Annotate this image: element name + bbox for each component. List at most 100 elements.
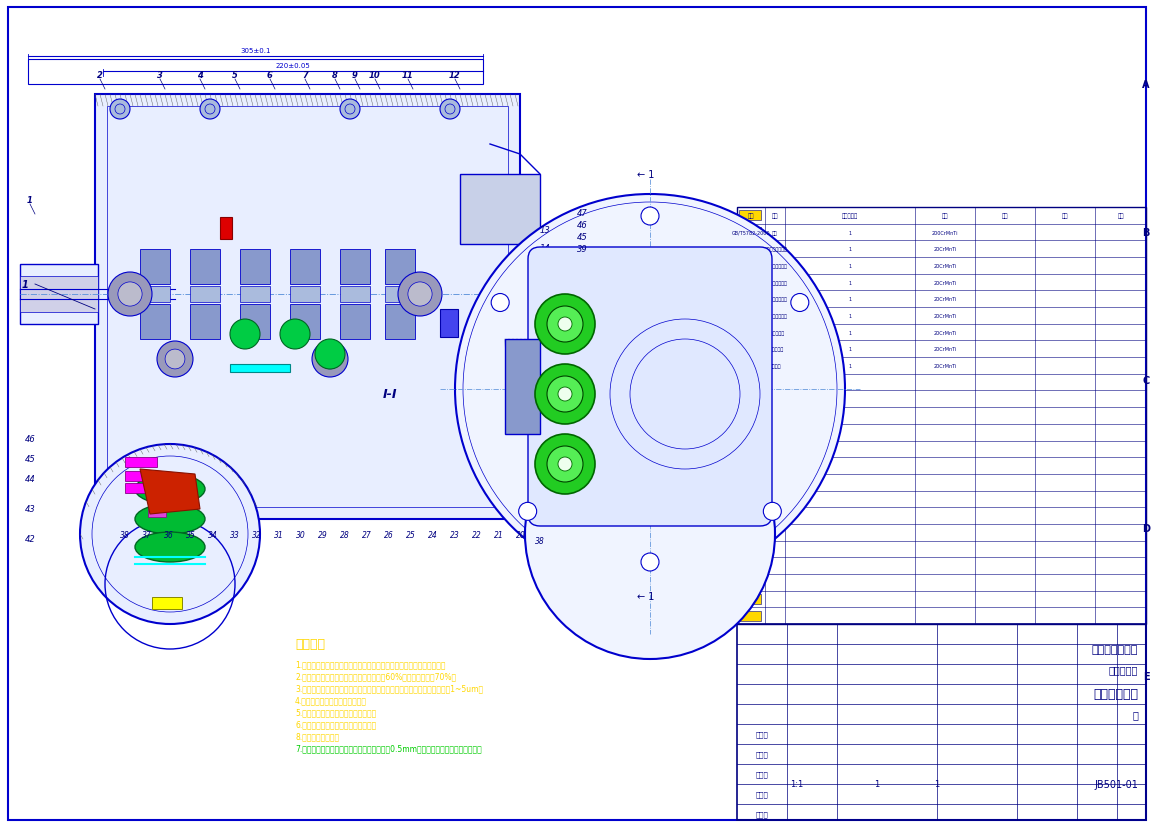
Text: 1: 1	[875, 779, 879, 788]
Circle shape	[80, 445, 260, 624]
Text: 螺旋锥齿轮四档齿轮: 螺旋锥齿轮四档齿轮	[762, 297, 788, 302]
Bar	[739, 311, 760, 321]
Text: 2: 2	[97, 70, 103, 79]
Bar	[190, 305, 220, 339]
Circle shape	[535, 295, 595, 354]
Bar	[737, 208, 1146, 624]
Text: 1: 1	[848, 247, 852, 252]
Circle shape	[340, 100, 360, 120]
Text: 34: 34	[535, 465, 545, 474]
Bar	[739, 478, 760, 488]
Text: 变速器装配图: 变速器装配图	[1093, 688, 1138, 700]
Text: 43: 43	[24, 505, 36, 514]
Circle shape	[790, 294, 809, 312]
Text: 38: 38	[535, 537, 545, 546]
Text: 螺旋一档: 螺旋一档	[770, 363, 781, 368]
Text: 描图员: 描图员	[756, 771, 769, 777]
Bar	[739, 344, 760, 354]
Text: 20CrMnTi: 20CrMnTi	[934, 330, 957, 335]
Circle shape	[525, 410, 775, 659]
Bar	[385, 250, 415, 285]
Text: 1.装配前各零件必须清洗干净，装配后，变速器要运转灵活，无碰触声。: 1.装配前各零件必须清洗干净，装配后，变速器要运转灵活，无碰触声。	[295, 659, 445, 668]
Bar	[220, 218, 232, 240]
Text: JB501-01: JB501-01	[1094, 779, 1138, 789]
Text: 20CrMnTi: 20CrMnTi	[934, 297, 957, 302]
Circle shape	[640, 208, 659, 226]
Bar	[290, 250, 320, 285]
Text: 46: 46	[577, 220, 587, 229]
Text: 29: 29	[535, 375, 545, 384]
Bar	[737, 624, 1146, 820]
Text: 名称及规格: 名称及规格	[842, 214, 859, 219]
Text: 螺旋锥齿轮五档齿轮: 螺旋锥齿轮五档齿轮	[762, 314, 788, 319]
Text: 21: 21	[494, 530, 504, 539]
Text: 5.箱内工艺孔处，装配后用螺塞密封。: 5.箱内工艺孔处，装配后用螺塞密封。	[295, 707, 376, 716]
Text: 设计者: 设计者	[756, 791, 769, 797]
Text: 1: 1	[848, 263, 852, 268]
Bar	[230, 364, 290, 373]
Text: I-I: I-I	[383, 388, 397, 401]
Text: 技术要求: 技术要求	[295, 638, 325, 650]
Text: 1: 1	[27, 195, 33, 205]
Circle shape	[559, 318, 572, 331]
Text: 黑龙江工程学院: 黑龙江工程学院	[1092, 644, 1138, 654]
Circle shape	[110, 100, 130, 120]
Bar	[739, 261, 760, 271]
Bar	[739, 328, 760, 338]
Text: 33: 33	[535, 447, 545, 456]
Bar	[148, 498, 166, 505]
Text: GB/T5782-200: GB/T5782-200	[733, 314, 769, 319]
Text: 1:1: 1:1	[790, 779, 803, 788]
Ellipse shape	[135, 504, 205, 534]
Bar	[20, 277, 98, 313]
Text: 20CrMnTi: 20CrMnTi	[934, 280, 957, 285]
Text: 20CrMnTi: 20CrMnTi	[934, 363, 957, 368]
Text: 305±0.1: 305±0.1	[240, 48, 271, 54]
Bar	[739, 428, 760, 438]
Circle shape	[312, 342, 349, 378]
Circle shape	[547, 377, 583, 412]
Bar	[739, 277, 760, 287]
Text: 27: 27	[362, 530, 372, 539]
Text: 序号: 序号	[748, 214, 755, 219]
FancyBboxPatch shape	[529, 248, 772, 527]
Ellipse shape	[135, 532, 205, 562]
Text: 1: 1	[848, 347, 852, 352]
Text: 审核者: 审核者	[756, 731, 769, 738]
Bar	[340, 305, 370, 339]
Text: 图: 图	[1132, 709, 1138, 720]
Bar	[739, 611, 760, 621]
Text: 1: 1	[848, 330, 852, 335]
Text: 8.箱体加注齿轮油。: 8.箱体加注齿轮油。	[295, 731, 339, 740]
Text: 数量: 数量	[772, 214, 778, 219]
Circle shape	[535, 435, 595, 494]
Text: 11: 11	[402, 70, 414, 79]
Text: 38: 38	[120, 530, 130, 539]
Circle shape	[559, 388, 572, 402]
Circle shape	[547, 306, 583, 343]
Bar	[739, 228, 760, 238]
Circle shape	[118, 282, 142, 306]
Text: D: D	[1142, 523, 1151, 533]
Text: 4: 4	[197, 70, 203, 79]
Text: 28: 28	[340, 530, 350, 539]
Text: 1: 1	[935, 779, 939, 788]
Text: 37: 37	[142, 530, 152, 539]
Bar	[20, 265, 98, 325]
Bar	[152, 597, 182, 609]
Text: 15: 15	[540, 258, 550, 267]
Circle shape	[398, 272, 442, 316]
Text: 3.输入轴与差速器之间轴承预紧量及差速器与变速箱体之间的轴承预紧量为1~5um。: 3.输入轴与差速器之间轴承预紧量及差速器与变速箱体之间的轴承预紧量为1~5um。	[295, 683, 484, 692]
Text: 26: 26	[384, 530, 394, 539]
Text: 39: 39	[577, 244, 587, 253]
Bar	[505, 339, 540, 435]
Bar	[290, 305, 320, 339]
Bar	[385, 305, 415, 339]
Bar	[739, 244, 760, 254]
Bar	[739, 544, 760, 554]
Circle shape	[108, 272, 152, 316]
Text: 1: 1	[848, 230, 852, 235]
Text: 19: 19	[530, 385, 540, 394]
Circle shape	[535, 364, 595, 425]
Text: 30: 30	[297, 530, 306, 539]
